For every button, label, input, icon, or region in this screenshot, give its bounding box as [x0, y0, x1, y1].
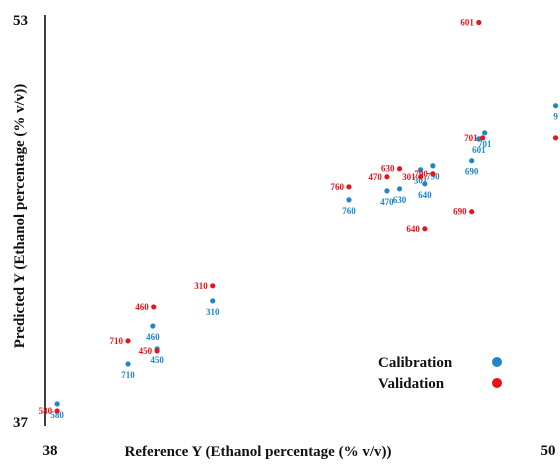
- y-tick-label: 37: [13, 415, 29, 431]
- legend-marker: [492, 378, 502, 388]
- point: [210, 283, 216, 289]
- point: [469, 158, 475, 164]
- point: [476, 19, 482, 26]
- point-label: 9: [553, 112, 558, 122]
- x-tick-label: 50: [541, 443, 556, 459]
- point-label: 601: [472, 145, 486, 155]
- point-label: 690: [453, 207, 467, 217]
- point-label: 601: [460, 18, 474, 28]
- point: [396, 166, 403, 172]
- y-axis-label: Predicted Y (Ethanol percentage (% v/v)): [12, 84, 28, 349]
- point: [154, 348, 160, 354]
- point-label: 580: [50, 410, 64, 420]
- point-label: 310: [206, 307, 220, 317]
- legend-label: Calibration: [378, 355, 453, 371]
- point: [552, 103, 559, 109]
- point: [210, 298, 216, 304]
- point: [418, 174, 424, 180]
- legend-marker: [492, 357, 502, 367]
- point: [422, 181, 428, 187]
- point: [469, 209, 475, 215]
- point: [346, 197, 352, 203]
- legend-label: Validation: [378, 376, 445, 392]
- point: [430, 171, 436, 177]
- point-label: 760: [330, 182, 344, 192]
- point: [396, 186, 403, 192]
- point: [418, 167, 424, 173]
- point-label: 640: [406, 224, 420, 234]
- point-label: 580: [39, 406, 53, 416]
- point-label: 701: [478, 139, 492, 149]
- point: [384, 174, 390, 180]
- point: [54, 408, 60, 414]
- point-label: 640: [418, 190, 432, 200]
- point: [482, 130, 488, 136]
- point: [151, 304, 157, 310]
- point-label: 460: [135, 302, 149, 312]
- point-label: 790: [414, 169, 428, 179]
- point: [480, 135, 486, 141]
- point-label: 710: [121, 370, 135, 380]
- point: [422, 226, 428, 232]
- x-axis-label: Reference Y (Ethanol percentage (% v/v)): [124, 444, 391, 460]
- point: [552, 135, 559, 141]
- point: [125, 361, 131, 367]
- point-label: 450: [150, 355, 164, 365]
- point-label: 470: [368, 172, 382, 182]
- point-label: 450: [139, 346, 153, 356]
- point-label: 630: [393, 195, 407, 205]
- point: [125, 338, 131, 344]
- point-label: 470: [380, 197, 394, 207]
- x-tick-label: 38: [43, 443, 58, 459]
- point: [384, 188, 390, 194]
- point-label: 301: [402, 172, 416, 182]
- point-label: 760: [342, 206, 356, 216]
- point-label: 701: [464, 133, 478, 143]
- y-tick-label: 53: [13, 13, 28, 29]
- point-label: 630: [381, 164, 395, 174]
- point: [346, 184, 352, 190]
- point: [150, 323, 156, 329]
- point-label: 310: [194, 281, 208, 291]
- point-label: 710: [110, 336, 124, 346]
- point-label: 790: [426, 172, 440, 182]
- point-label: 301: [414, 176, 428, 186]
- point: [430, 163, 436, 169]
- point-label: 690: [465, 167, 479, 177]
- point: [54, 401, 60, 407]
- point-label: 460: [146, 332, 160, 342]
